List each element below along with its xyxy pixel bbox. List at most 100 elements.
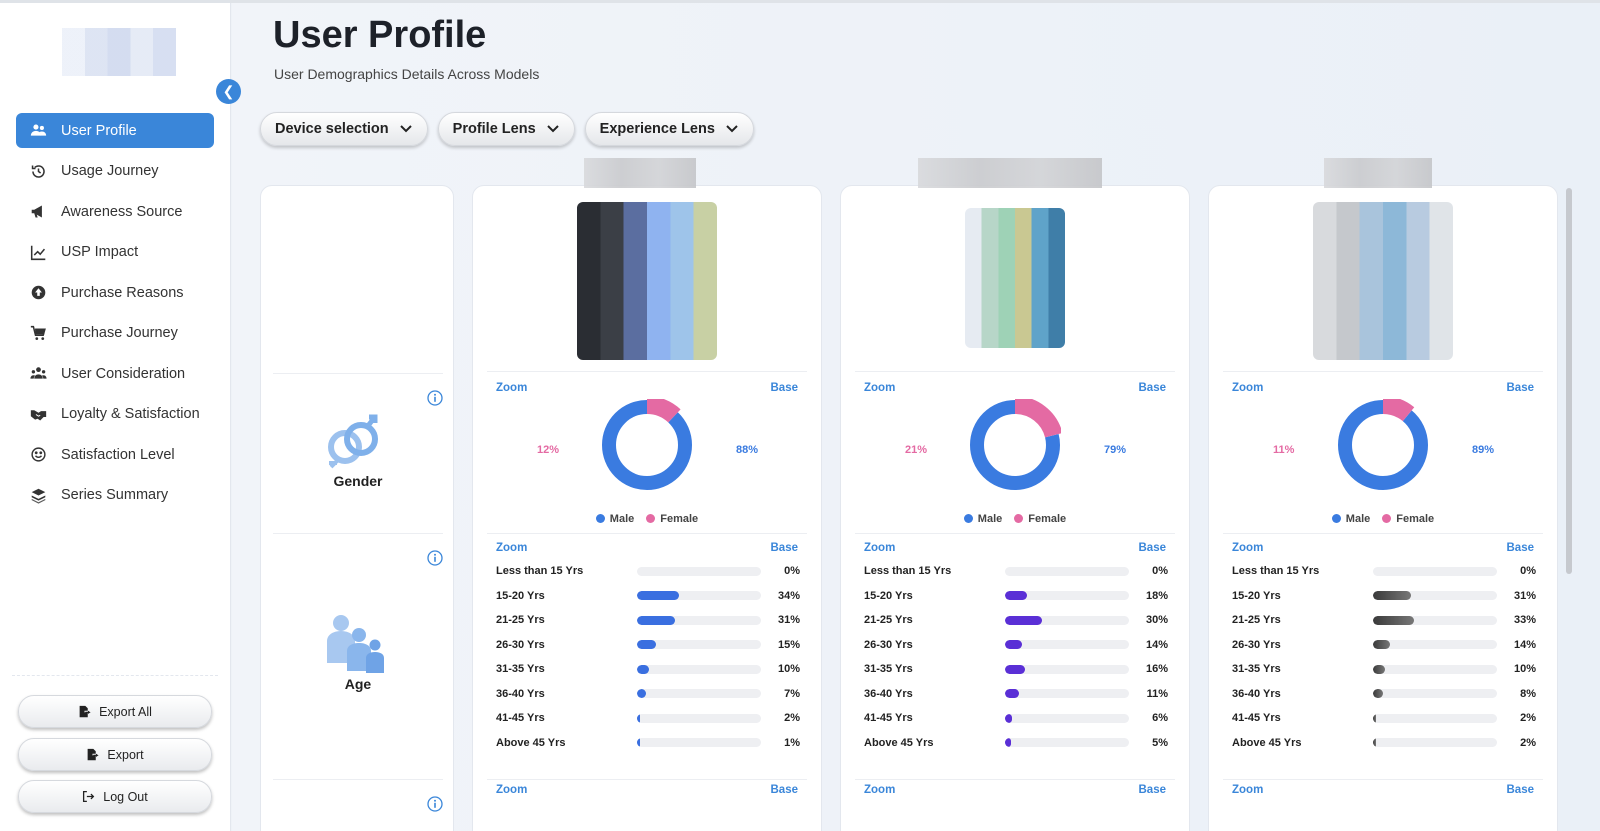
sidebar-item-usp-impact[interactable]: USP Impact — [16, 235, 214, 270]
age-row-label: Less than 15 Yrs — [496, 565, 584, 577]
age-row-value: 2% — [1520, 712, 1536, 724]
sidebar-item-user-profile[interactable]: User Profile — [16, 113, 214, 148]
device-name-label — [1324, 158, 1432, 188]
base-link[interactable]: Base — [1506, 382, 1535, 394]
donut-slice-female — [601, 399, 693, 491]
device-name-label — [918, 158, 1102, 188]
zoom-link[interactable]: Zoom — [1232, 542, 1264, 554]
base-link[interactable]: Base — [770, 382, 799, 394]
age-row-value: 16% — [1145, 663, 1168, 675]
sidebar-item-purchase-reasons[interactable]: Purchase Reasons — [16, 275, 214, 310]
legend-item-female: Female — [1382, 513, 1434, 525]
sidebar-item-awareness-source[interactable]: Awareness Source — [16, 194, 214, 229]
legend-item-female: Female — [646, 513, 698, 525]
sidebar-item-label: Awareness Source — [61, 203, 183, 220]
age-row-label: 31-35 Yrs — [496, 663, 545, 675]
brand-logo — [62, 28, 176, 76]
base-link[interactable]: Base — [1138, 382, 1167, 394]
experience-lens-dropdown[interactable]: Experience Lens — [584, 112, 754, 146]
zoom-link[interactable]: Zoom — [864, 542, 896, 554]
age-row: 31-35 Yrs 16% — [864, 661, 1168, 677]
age-row: 31-35 Yrs 10% — [496, 661, 800, 677]
section-divider — [487, 371, 807, 372]
age-row-label: 26-30 Yrs — [1232, 638, 1281, 651]
legend-label: Female — [1396, 513, 1435, 525]
logout-button[interactable]: Log Out — [18, 780, 212, 813]
age-row-label: 21-25 Yrs — [1232, 614, 1281, 626]
donut-slice-male — [602, 400, 692, 490]
file-export-icon — [78, 705, 91, 718]
age-row-value: 0% — [784, 565, 800, 577]
age-bar-fill — [1373, 640, 1391, 649]
age-bar-fill — [637, 640, 656, 649]
zoom-link[interactable]: Zoom — [496, 784, 528, 796]
age-row-value: 14% — [1513, 638, 1536, 651]
age-row-value: 11% — [1146, 687, 1168, 700]
info-icon[interactable] — [427, 796, 443, 812]
collapse-sidebar-button[interactable]: ❮ — [216, 79, 241, 104]
zoom-link[interactable]: Zoom — [1232, 382, 1264, 394]
device-image — [577, 202, 717, 360]
vertical-scrollbar[interactable] — [1566, 188, 1572, 574]
base-link[interactable]: Base — [1506, 784, 1535, 796]
donut-slice-female — [1337, 399, 1429, 491]
age-bar-track — [1373, 738, 1497, 747]
age-row: 26-30 Yrs 14% — [864, 637, 1168, 653]
age-bar-fill — [1005, 615, 1043, 625]
sidebar-item-series-summary[interactable]: Series Summary — [16, 478, 214, 513]
base-link[interactable]: Base — [1138, 784, 1167, 796]
sidebar-item-user-consideration[interactable]: User Consideration — [16, 356, 214, 391]
age-bar-track — [1005, 640, 1129, 649]
sidebar-item-usage-journey[interactable]: Usage Journey — [16, 154, 214, 189]
legend-item-male: Male — [595, 513, 634, 525]
info-icon[interactable] — [427, 550, 443, 566]
sidebar-item-label: Series Summary — [61, 487, 169, 503]
sidebar: User Profile Usage Journey Awareness Sou… — [0, 0, 231, 831]
age-row: 26-30 Yrs 14% — [1232, 637, 1536, 653]
zoom-link[interactable]: Zoom — [496, 382, 528, 394]
zoom-link[interactable]: Zoom — [496, 542, 528, 554]
age-bar-fill — [1373, 738, 1376, 747]
legend-item-female: Female — [1014, 513, 1066, 525]
legend-label: Female — [1028, 513, 1067, 525]
age-row: 36-40 Yrs 7% — [496, 686, 800, 702]
age-row-value: 15% — [777, 638, 800, 651]
age-row-value: 1% — [784, 736, 800, 749]
section-divider — [273, 533, 443, 534]
sidebar-item-label: User Profile — [61, 122, 137, 139]
device-selection-dropdown[interactable]: Device selection — [260, 112, 428, 146]
age-row-label: 15-20 Yrs — [1232, 589, 1281, 602]
age-bar-track — [1005, 713, 1129, 723]
sidebar-item-purchase-journey[interactable]: Purchase Journey — [16, 316, 214, 351]
sidebar-item-loyalty-satisfaction[interactable]: Loyalty & Satisfaction — [16, 397, 214, 432]
age-bar-fill — [1373, 713, 1376, 723]
export-button[interactable]: Export — [18, 738, 212, 771]
zoom-link[interactable]: Zoom — [864, 382, 896, 394]
megaphone-icon — [29, 203, 47, 221]
export-all-button[interactable]: Export All — [18, 695, 212, 728]
age-bar-fill — [1005, 738, 1012, 747]
age-row-value: 31% — [1513, 589, 1536, 602]
age-row-label: Above 45 Yrs — [864, 736, 934, 749]
base-link[interactable]: Base — [1506, 542, 1535, 554]
gender-legend: Male Female — [1209, 513, 1557, 525]
age-row-value: 5% — [1152, 736, 1168, 749]
base-link[interactable]: Base — [1138, 542, 1167, 554]
profile-lens-dropdown[interactable]: Profile Lens — [437, 112, 575, 146]
age-bar-track — [1373, 689, 1497, 698]
sidebar-item-label: USP Impact — [61, 244, 139, 260]
age-bar-fill — [1373, 664, 1386, 674]
age-label: Age — [344, 676, 372, 692]
info-icon[interactable] — [427, 390, 443, 406]
age-row-label: 31-35 Yrs — [1232, 663, 1281, 675]
base-link[interactable]: Base — [770, 542, 799, 554]
zoom-link[interactable]: Zoom — [1232, 784, 1264, 796]
age-row-label: 36-40 Yrs — [864, 687, 913, 700]
base-link[interactable]: Base — [770, 784, 799, 796]
zoom-link[interactable]: Zoom — [864, 784, 896, 796]
metric-label-column: Gender Age — [260, 185, 454, 831]
age-bar-track — [1005, 738, 1129, 747]
age-row-label: 15-20 Yrs — [864, 589, 913, 602]
age-row-label: 15-20 Yrs — [496, 589, 545, 602]
sidebar-item-satisfaction-level[interactable]: Satisfaction Level — [16, 437, 214, 472]
